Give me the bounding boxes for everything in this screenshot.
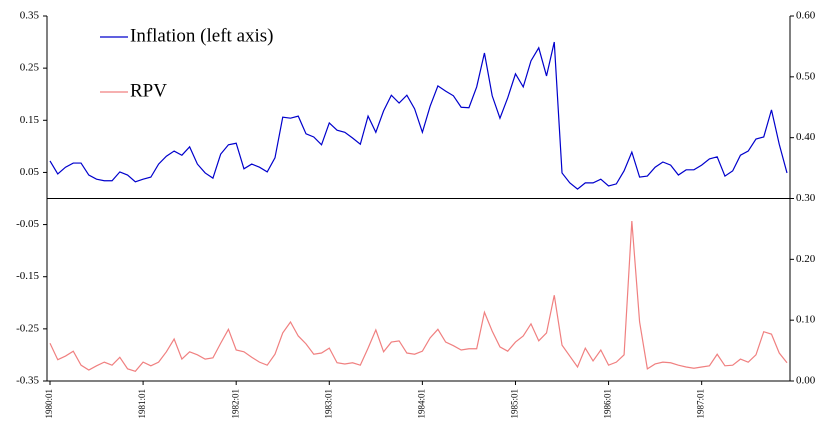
y2-tick-label: 0.00 xyxy=(796,375,816,387)
x-tick-label: 1984:01 xyxy=(416,389,426,419)
x-tick-label: 1983:01 xyxy=(323,389,333,419)
y-tick-label: 0.15 xyxy=(20,114,40,126)
y-tick-label: -0.05 xyxy=(16,218,39,230)
x-tick-label: 1981:01 xyxy=(137,389,147,419)
series-line xyxy=(49,41,788,190)
y2-tick-label: 0.10 xyxy=(796,314,816,326)
y-tick-label: -0.15 xyxy=(16,270,39,282)
series-line xyxy=(49,220,788,372)
y-tick-label: 0.25 xyxy=(20,62,40,74)
y2-tick-label: 0.60 xyxy=(796,10,816,22)
y2-tick-label: 0.50 xyxy=(796,70,816,82)
x-tick-label: 1985:01 xyxy=(510,389,520,419)
y2-tick-label: 0.30 xyxy=(796,192,816,204)
x-tick-label: 1987:01 xyxy=(696,389,706,419)
y-tick-label: -0.35 xyxy=(16,375,39,387)
x-tick-label: 1982:01 xyxy=(230,389,240,419)
x-tick-label: 1986:01 xyxy=(603,389,613,419)
legend-label: Inflation (left axis) xyxy=(130,25,274,46)
y2-tick-label: 0.40 xyxy=(796,131,816,143)
y-tick-label: -0.25 xyxy=(16,322,39,334)
legend-label: RPV xyxy=(130,80,167,101)
y2-tick-label: 0.20 xyxy=(796,253,816,265)
y-tick-label: 0.05 xyxy=(20,166,40,178)
y-tick-label: 0.35 xyxy=(20,10,40,22)
x-tick-label: 1980:01 xyxy=(44,389,54,419)
